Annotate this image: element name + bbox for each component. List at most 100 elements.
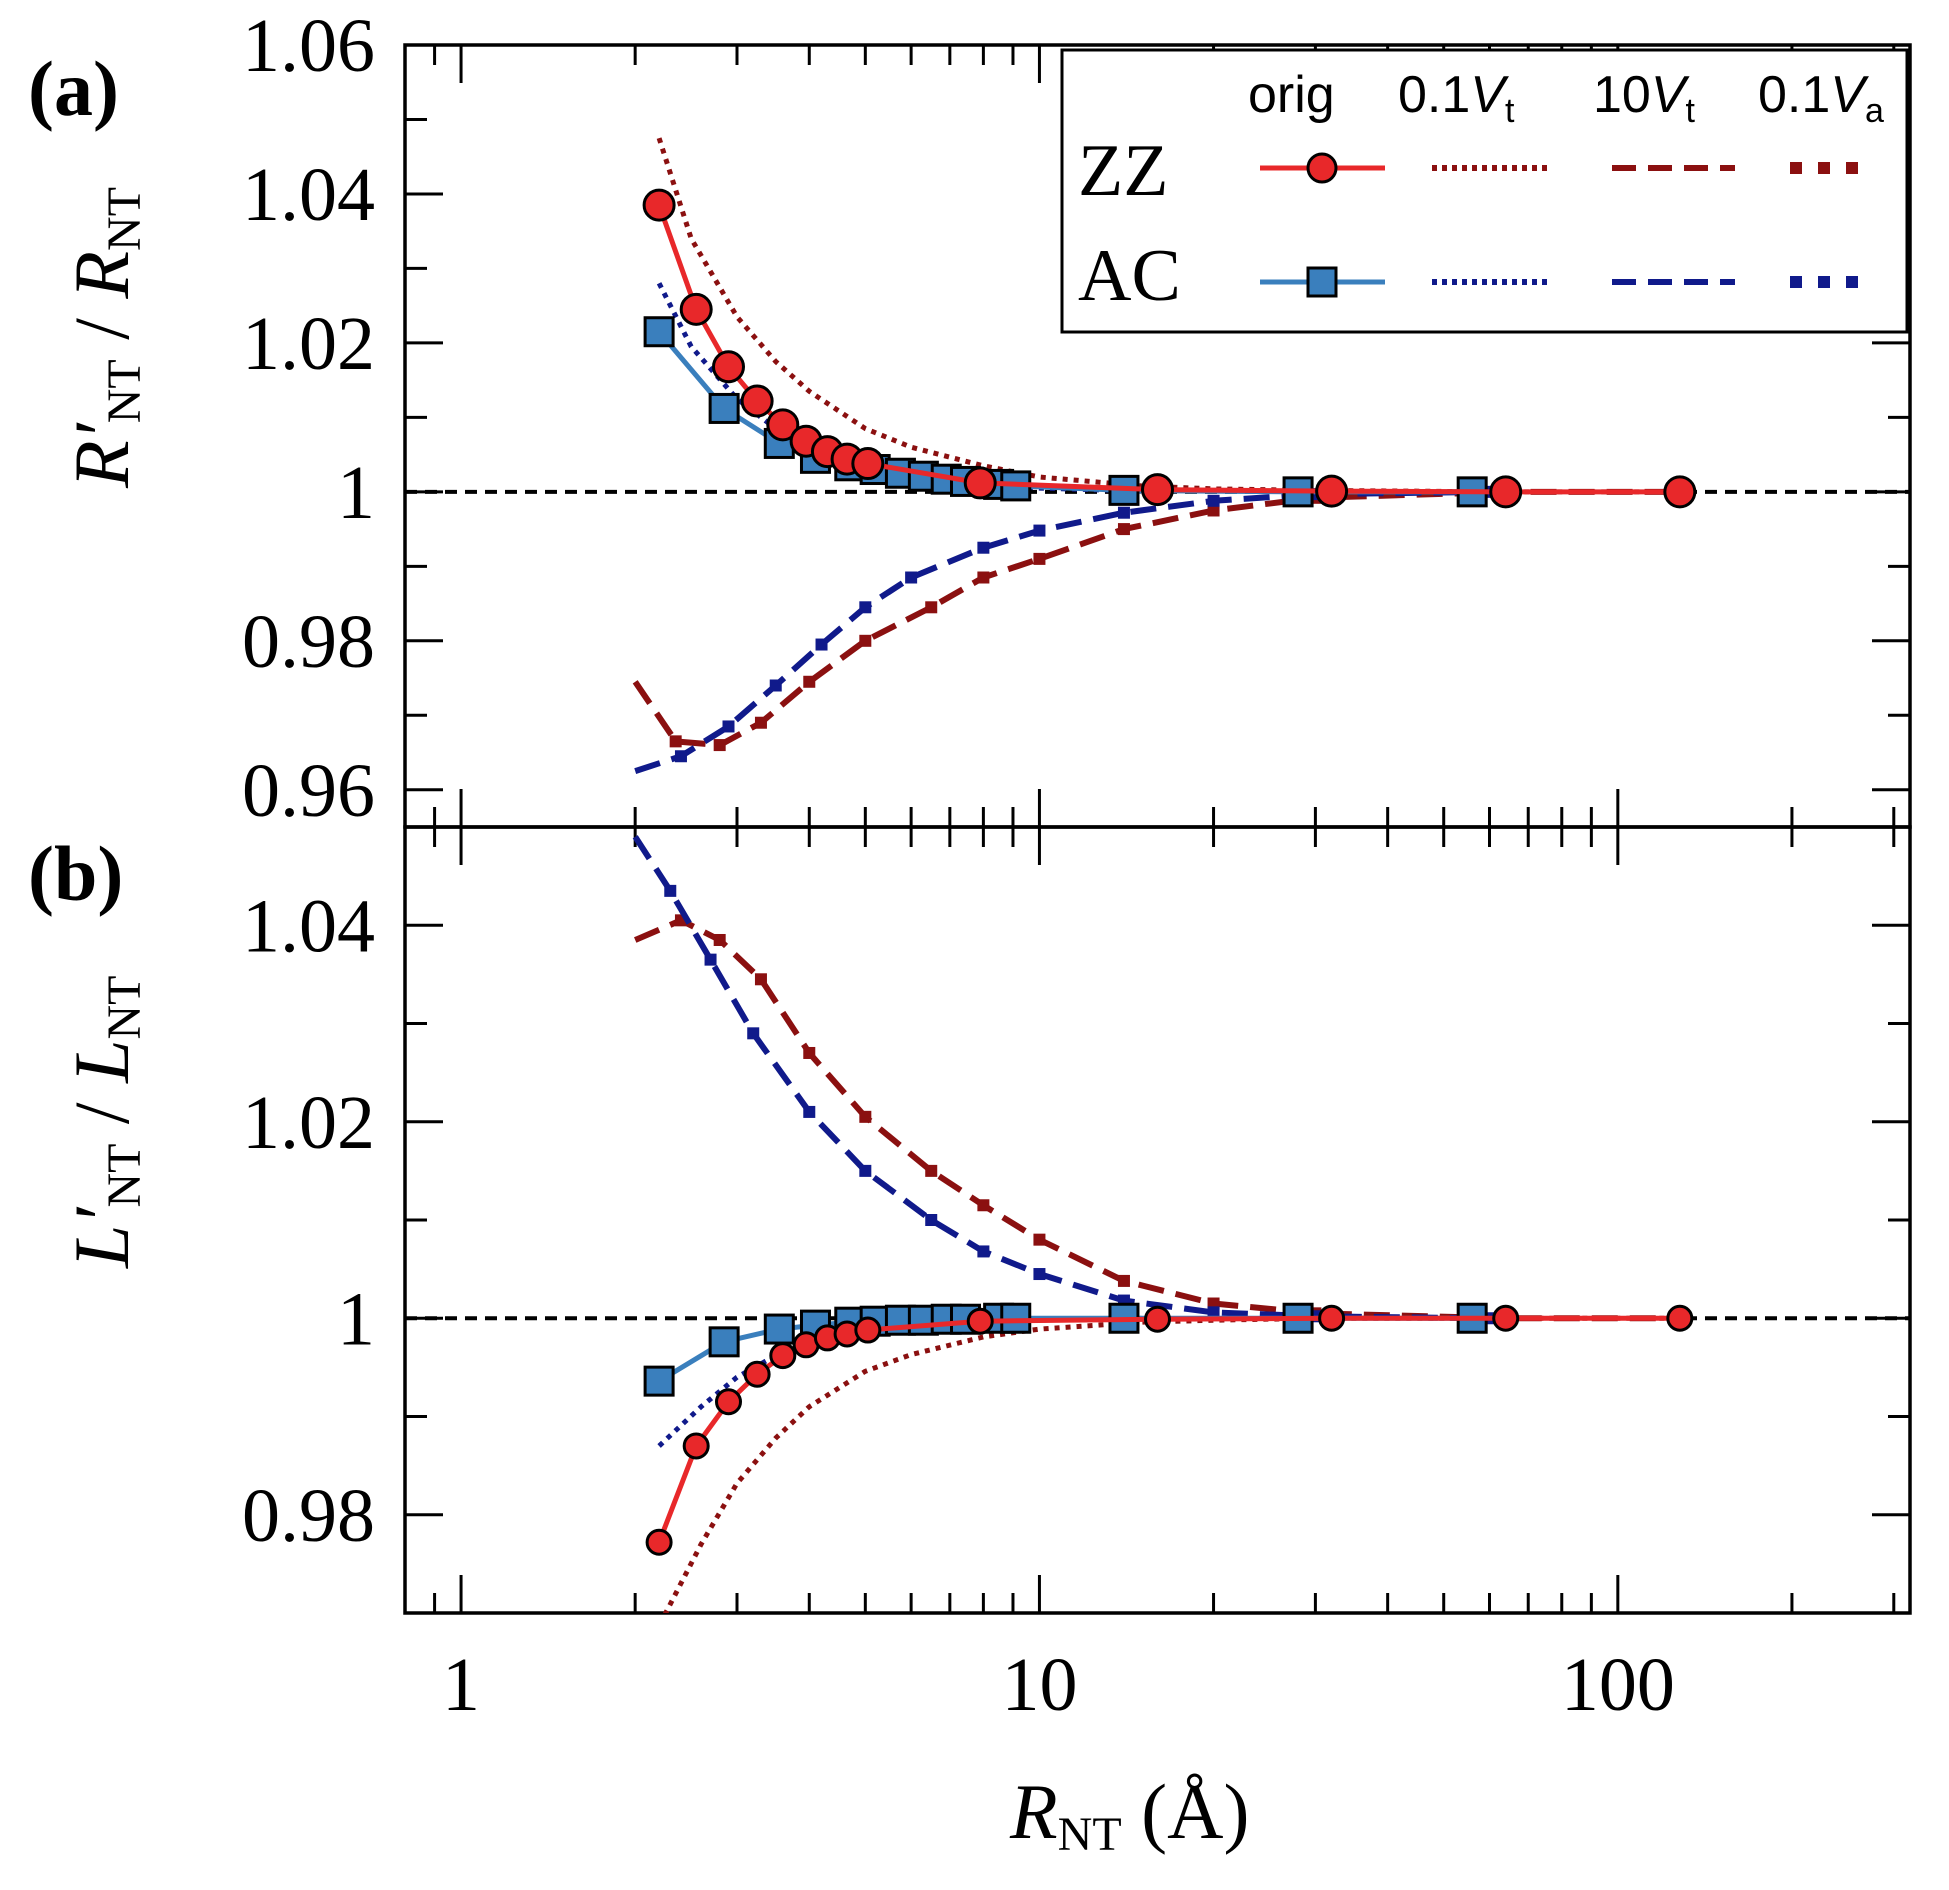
y-title-a-main: R′ <box>58 421 145 489</box>
marker-b-zz-orig <box>854 1316 882 1344</box>
marker-a-va <box>713 739 726 752</box>
marker-a-va <box>674 750 687 763</box>
marker-a-va <box>803 675 816 688</box>
marker-b-zz-orig <box>743 1360 771 1388</box>
series-a-zz-10vt <box>632 488 1684 749</box>
y-title-b-main: L′ <box>58 1206 145 1269</box>
y-title-b-main2: L <box>58 1040 145 1084</box>
y-tick-label-a: 1 <box>337 451 375 535</box>
marker-a-va <box>1033 524 1046 537</box>
legend-header-01vt-num: 0.1 <box>1398 66 1470 124</box>
marker-a-va <box>1117 506 1130 519</box>
y-tick-label-a: 1.04 <box>242 153 375 237</box>
marker-b-va <box>925 1214 938 1226</box>
marker-b-va <box>977 1245 990 1258</box>
panel-b-ytick-labels: 0.98 1 1.02 1.04 <box>242 884 375 1558</box>
legend-header-10vt-v: V <box>1651 66 1690 124</box>
marker-a-zz-orig <box>1315 474 1349 508</box>
y-tick-label-a: 0.98 <box>242 600 375 684</box>
legend-header-01vt-v: V <box>1470 66 1509 124</box>
marker-b-zz-orig <box>1318 1304 1346 1332</box>
panel-b-ticks <box>403 825 1910 1615</box>
x-tick-label: 100 <box>1561 1643 1675 1727</box>
y-tick-label-a: 1.06 <box>242 4 375 88</box>
marker-b-zz-orig <box>1492 1304 1520 1332</box>
legend-header-01va-sub: a <box>1865 92 1884 130</box>
marker-a-va <box>859 601 872 614</box>
panel-b-series <box>632 835 1694 1613</box>
series-a-ac-10vt <box>634 488 1490 774</box>
x-title-main: R <box>1009 1768 1058 1855</box>
marker-a-va <box>925 601 938 614</box>
marker-b-va <box>925 1164 938 1177</box>
marker-b-va <box>704 953 717 966</box>
y-title-b-sub2: NT <box>98 976 151 1040</box>
marker-b-va <box>1207 1306 1220 1319</box>
x-title-unit: (Å) <box>1122 1768 1250 1855</box>
marker-a-va <box>1117 523 1130 536</box>
y-title-a-main2: R <box>58 251 145 300</box>
marker-b-ac-orig <box>708 1326 740 1358</box>
x-tick-label: 10 <box>1001 1643 1077 1727</box>
marker-a-zz-orig <box>740 384 774 418</box>
marker-a-va <box>905 571 918 584</box>
panel-label-a: (a) <box>28 45 119 132</box>
legend-header-01vt-sub: t <box>1505 92 1515 130</box>
x-tick-label: 1 <box>442 1643 480 1727</box>
series-b-zz-0-1vt <box>662 1315 1684 1613</box>
legend-header-10vt-num: 10 <box>1593 66 1651 124</box>
legend-header-01va-num: 0.1 <box>1758 66 1830 124</box>
marker-b-zz-orig <box>1144 1305 1171 1333</box>
marker-b-va <box>1033 1233 1046 1246</box>
marker-a-ac-orig <box>643 316 675 348</box>
panel-label-b: (b) <box>28 830 123 917</box>
y-tick-label-b: 0.98 <box>242 1474 375 1558</box>
panel-a-series <box>632 137 1697 774</box>
marker-a-zz-orig <box>963 466 997 500</box>
marker-a-va <box>754 716 767 729</box>
marker-a-zz-orig <box>711 350 745 384</box>
marker-a-zz-orig <box>642 188 676 222</box>
marker-b-va <box>664 884 677 897</box>
y-tick-label-a: 1.02 <box>242 302 375 386</box>
marker-a-va <box>1207 494 1220 507</box>
marker-b-va <box>803 1046 816 1059</box>
legend-row-zz: ZZ <box>1078 130 1168 212</box>
marker-a-va <box>722 720 735 733</box>
panel-b-frame <box>403 825 1912 1615</box>
xtick-labels: 1 10 100 <box>442 1643 1675 1727</box>
legend-header-orig: orig <box>1248 66 1335 124</box>
y-title-b-sub1: NT <box>98 1144 151 1208</box>
legend-header-10vt: 10Vt <box>1593 66 1696 130</box>
marker-b-va <box>1117 1274 1130 1287</box>
series-b-ac-10vt <box>632 835 1490 1322</box>
marker-a-zz-orig <box>1663 475 1697 509</box>
marker-b-va <box>803 1105 816 1118</box>
legend-ac-orig-marker <box>1306 266 1338 298</box>
marker-b-va <box>1033 1268 1046 1281</box>
marker-b-va <box>754 973 767 986</box>
marker-a-zz-orig <box>1489 475 1523 509</box>
marker-b-va <box>859 1164 872 1177</box>
y-title-a-sub2: NT <box>98 187 151 251</box>
y-axis-title-b: L′NT / LNT <box>58 976 151 1269</box>
marker-b-zz-orig <box>714 1388 742 1416</box>
y-tick-label-b: 1.02 <box>242 1081 375 1165</box>
marker-b-va <box>713 933 726 946</box>
legend: orig 0.1Vt 10Vt 0.1Va ZZ AC <box>1060 48 1909 334</box>
marker-a-va <box>1033 552 1046 565</box>
legend-header-10vt-sub: t <box>1686 92 1696 130</box>
marker-a-va <box>977 571 990 584</box>
marker-b-va <box>747 1027 760 1040</box>
y-axis-title-a: R′NT / RNT <box>58 187 151 489</box>
x-axis-title: RNT (Å) <box>1009 1768 1249 1861</box>
marker-a-va <box>669 735 682 748</box>
y-tick-label-a: 0.96 <box>242 749 375 833</box>
y-tick-label-b: 1 <box>337 1277 375 1361</box>
marker-a-va <box>815 638 828 651</box>
marker-b-zz-orig <box>966 1307 994 1335</box>
legend-header-01va: 0.1Va <box>1758 66 1884 130</box>
marker-a-va <box>1207 504 1220 517</box>
marker-b-va <box>859 1110 872 1123</box>
